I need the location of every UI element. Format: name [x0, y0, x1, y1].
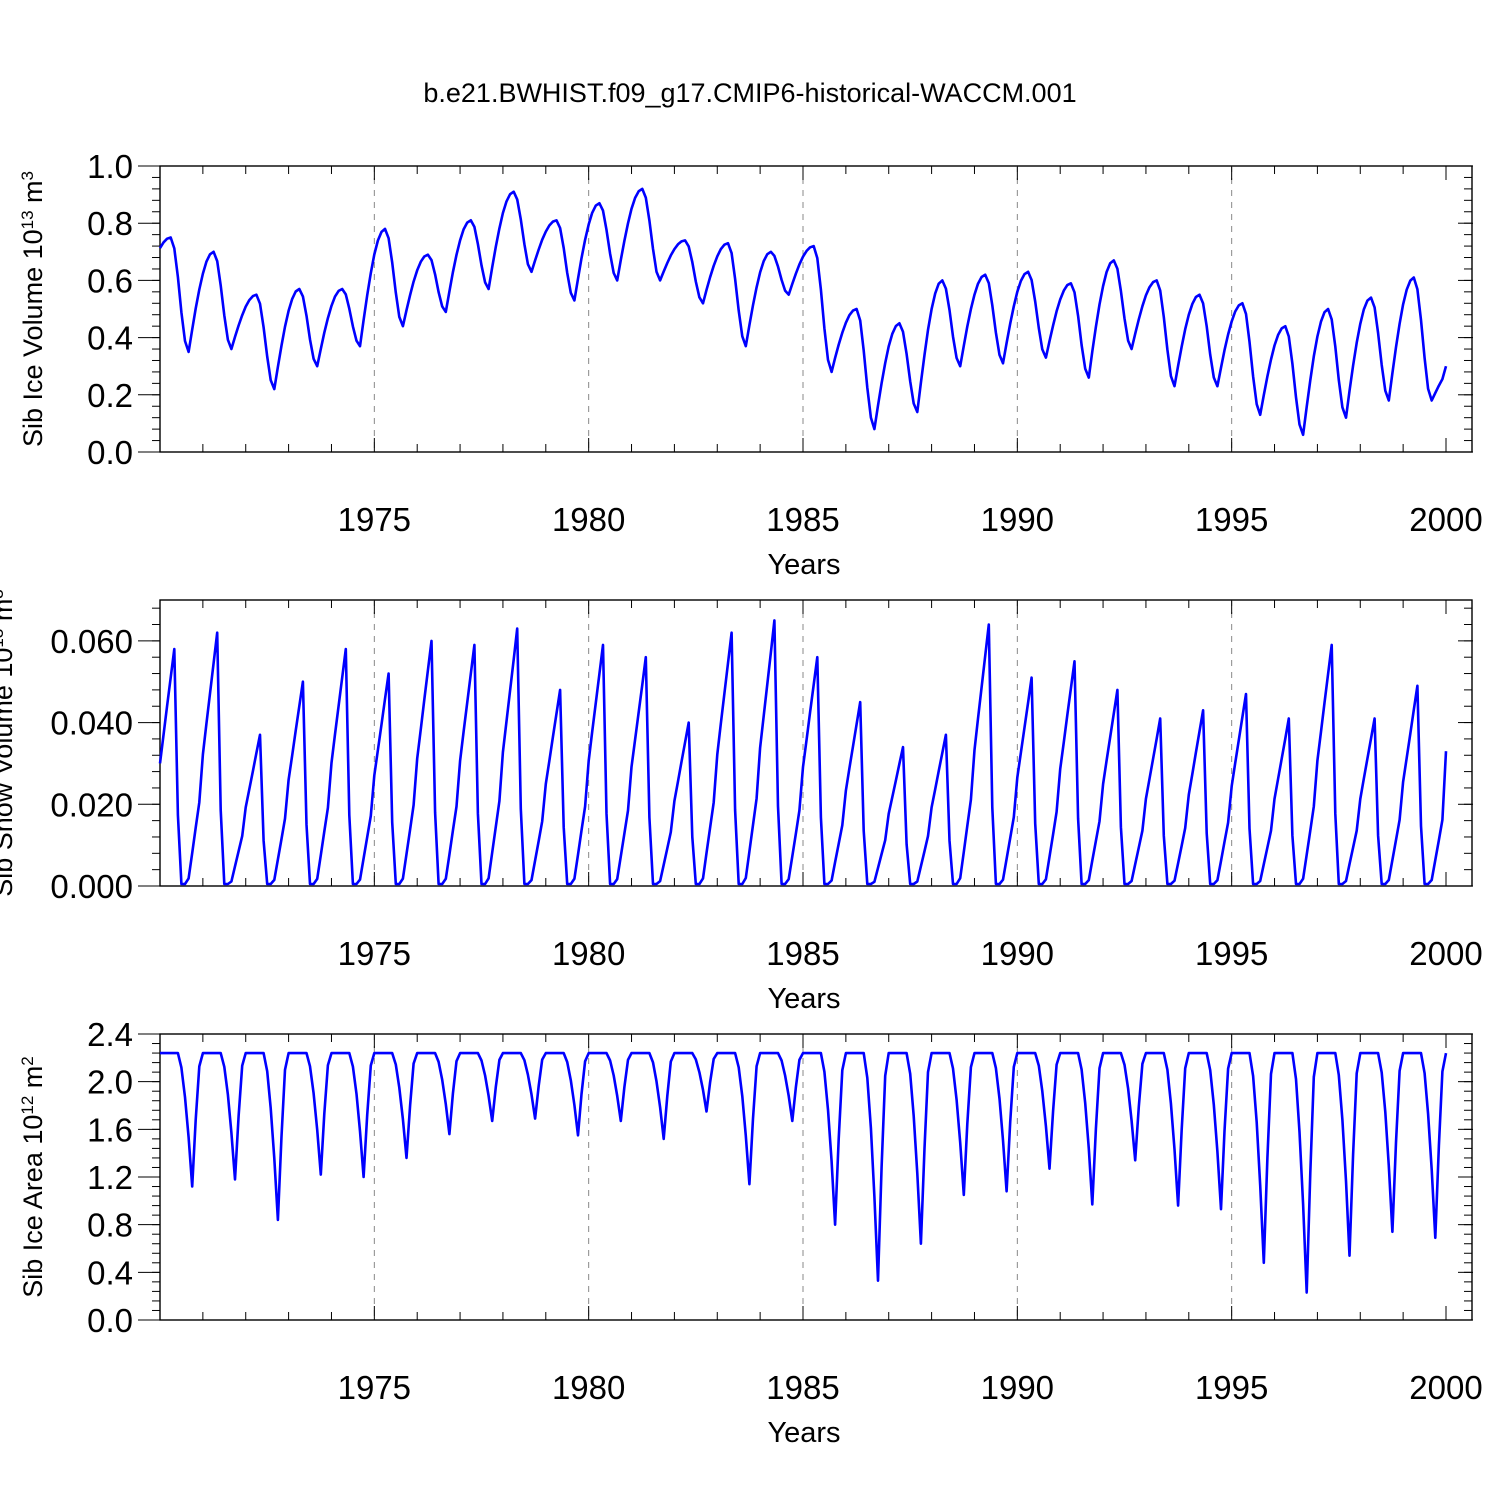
x-tick-label: 1990: [981, 1369, 1054, 1406]
x-tick-label: 1975: [338, 1369, 411, 1406]
x-tick-label: 2000: [1409, 935, 1482, 972]
main-title: b.e21.BWHIST.f09_g17.CMIP6-historical-WA…: [423, 78, 1076, 108]
y-tick-label: 0.4: [87, 1254, 133, 1291]
x-tick-label: 1985: [766, 1369, 839, 1406]
y-tick-label: 2.0: [87, 1064, 133, 1101]
y-tick-label: 0.020: [50, 786, 133, 823]
y-tick-label: 0.4: [87, 320, 133, 357]
y-tick-label: 0.0: [87, 434, 133, 471]
x-tick-label: 2000: [1409, 1369, 1482, 1406]
plot-frame: [159, 1033, 1473, 1321]
area-chart: 0.0 0.4 0.8 1.2 1.6 2.0 2.4 1975 1980 1985 1990 199…: [18, 1016, 1483, 1449]
y-tick-label: 0.0: [87, 1302, 133, 1339]
x-axis-label: Years: [767, 1417, 840, 1449]
series-line: [160, 1051, 1448, 1294]
volume-chart: 0.0 0.2 0.4 0.6 0.8 1.0 1975 1980 1985 1990 1995 20…: [18, 148, 1483, 581]
x-tick-label: 1975: [338, 935, 411, 972]
y-tick-label: 0.6: [87, 262, 133, 299]
x-tick-label: 1990: [981, 501, 1054, 538]
y-axis-label: Sib Ice Area 1012 m2: [18, 1056, 48, 1298]
x-tick-label: 1995: [1195, 1369, 1268, 1406]
x-tick-label: 1980: [552, 935, 625, 972]
x-tick-label: 2000: [1409, 501, 1482, 538]
y-tick-label: 1.0: [87, 148, 133, 185]
x-tick-label: 1975: [338, 501, 411, 538]
y-tick-label: 2.4: [87, 1016, 133, 1053]
y-tick-label: 0.060: [50, 623, 133, 660]
y-tick-label: 0.000: [50, 868, 133, 905]
x-axis-label: Years: [767, 549, 840, 581]
x-tick-label: 1985: [766, 935, 839, 972]
x-tick-label: 1980: [552, 1369, 625, 1406]
series-line: [158, 619, 1448, 886]
y-tick-label: 0.2: [87, 377, 133, 414]
y-tick-label: 1.2: [87, 1159, 133, 1196]
x-axis-label: Years: [767, 983, 840, 1015]
plot-frame: [159, 599, 1473, 887]
x-tick-label: 1980: [552, 501, 625, 538]
series-line: [158, 187, 1448, 437]
x-tick-label: 1990: [981, 935, 1054, 972]
plot-frame: [159, 165, 1473, 453]
x-tick-label: 1995: [1195, 501, 1268, 538]
y-tick-label: 0.8: [87, 205, 133, 242]
y-tick-label: 0.8: [87, 1207, 133, 1244]
y-tick-label: 1.6: [87, 1111, 133, 1148]
snow-volume-chart: 0.000 0.020 0.040 0.060 1975 1980 1985 1990 1995…: [0, 589, 1483, 1015]
y-axis-label: Sib Ice Volume 1013 m3: [18, 171, 48, 447]
y-axis-label: Sib Snow Volume 1013 m3: [0, 589, 18, 897]
y-tick-label: 0.040: [50, 705, 133, 742]
x-tick-label: 1985: [766, 501, 839, 538]
x-tick-label: 1995: [1195, 935, 1268, 972]
